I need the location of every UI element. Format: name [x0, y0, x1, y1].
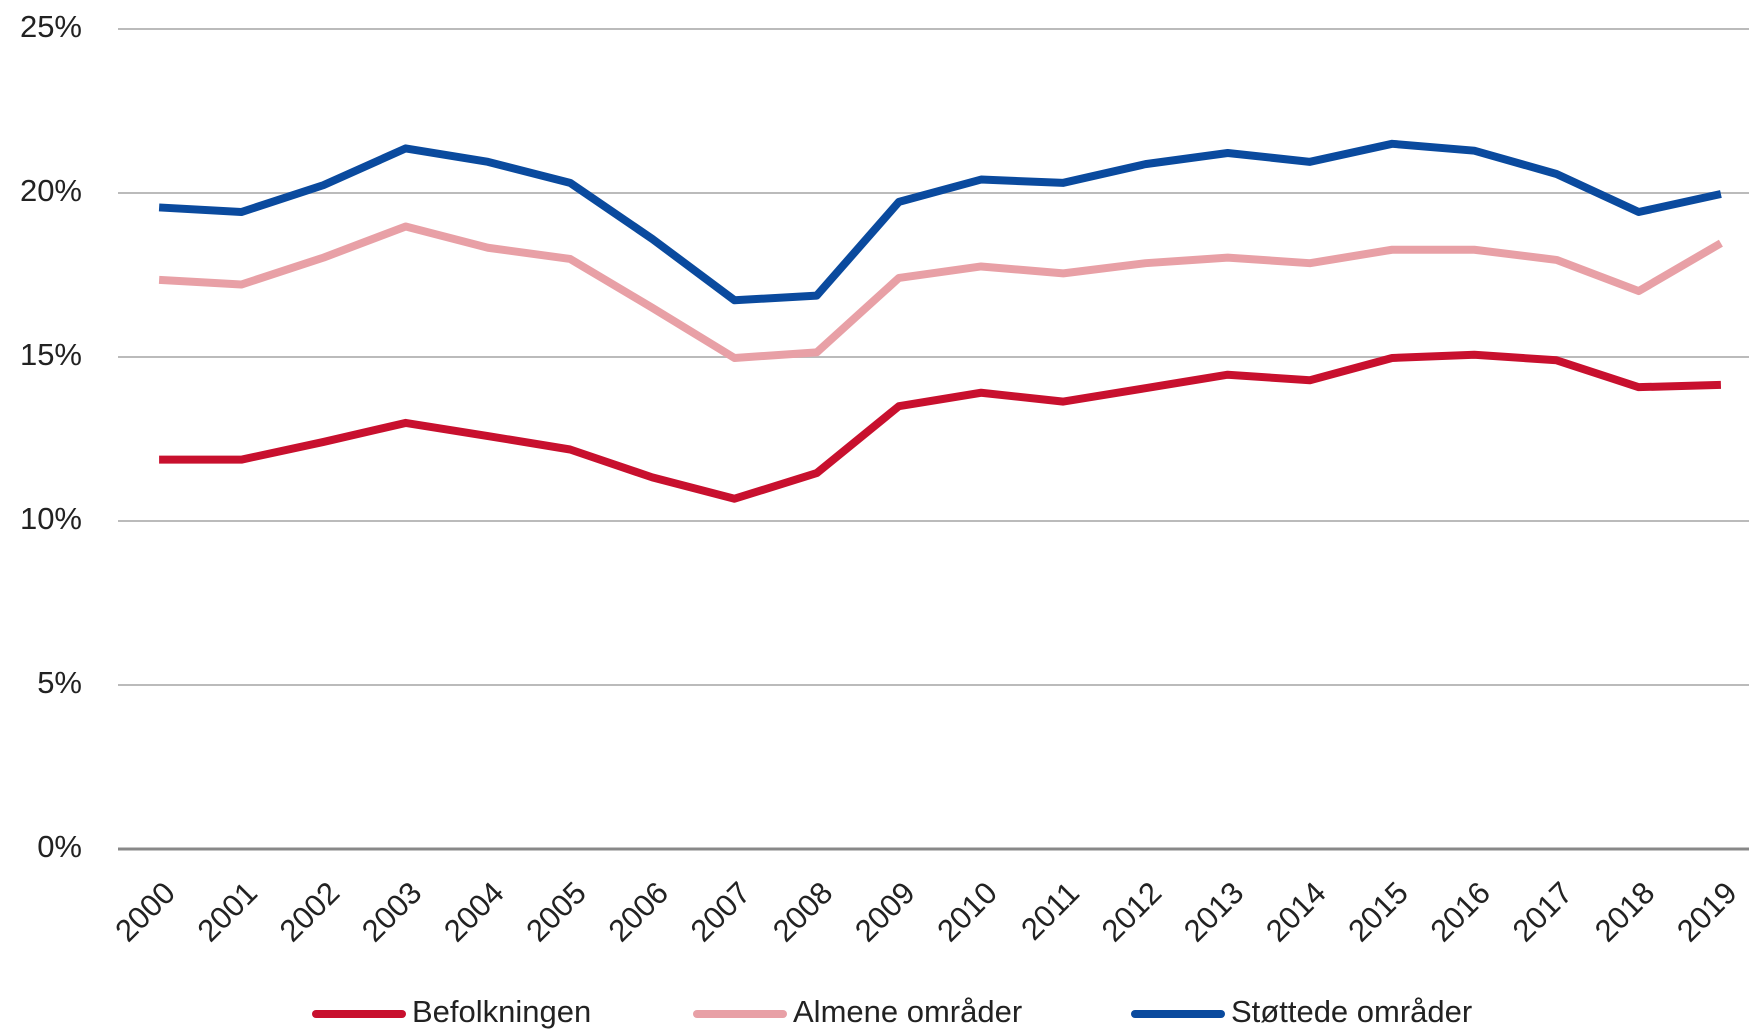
legend-label: Almene områder — [793, 994, 1022, 1029]
x-tick-label: 2018 — [1588, 875, 1662, 949]
x-tick-label: 2013 — [1177, 875, 1251, 949]
y-tick-label: 15% — [20, 337, 82, 372]
y-tick-label: 5% — [37, 665, 82, 700]
x-tick-label: 2005 — [519, 875, 593, 949]
x-tick-label: 2014 — [1259, 875, 1333, 949]
y-tick-label: 10% — [20, 501, 82, 536]
x-tick-label: 2019 — [1670, 875, 1744, 949]
legend-label: Støttede områder — [1231, 994, 1472, 1029]
y-tick-label: 0% — [37, 829, 82, 864]
x-tick-label: 2010 — [930, 875, 1004, 949]
series-line — [158, 139, 1722, 305]
x-tick-label: 2012 — [1095, 875, 1169, 949]
x-tick-label: 2017 — [1506, 875, 1580, 949]
x-tick-label: 2011 — [1014, 875, 1086, 947]
x-tick-label: 2009 — [848, 875, 922, 949]
legend-label: Befolkningen — [412, 994, 591, 1029]
series-line — [159, 350, 1722, 503]
y-tick-label: 20% — [20, 173, 82, 208]
y-tick-label: 25% — [20, 9, 82, 44]
x-tick-label: 2002 — [273, 875, 347, 949]
x-tick-label: 2004 — [437, 875, 511, 949]
series-line — [158, 222, 1723, 362]
x-tick-label: 2006 — [602, 875, 676, 949]
x-tick-label: 2003 — [355, 875, 429, 949]
x-tick-label: 2007 — [684, 875, 758, 949]
x-tick-label: 2016 — [1424, 875, 1498, 949]
x-tick-label: 2008 — [766, 875, 840, 949]
x-tick-label: 2001 — [191, 875, 265, 949]
x-tick-label: 2015 — [1341, 875, 1415, 949]
x-tick-label: 2000 — [108, 875, 182, 949]
